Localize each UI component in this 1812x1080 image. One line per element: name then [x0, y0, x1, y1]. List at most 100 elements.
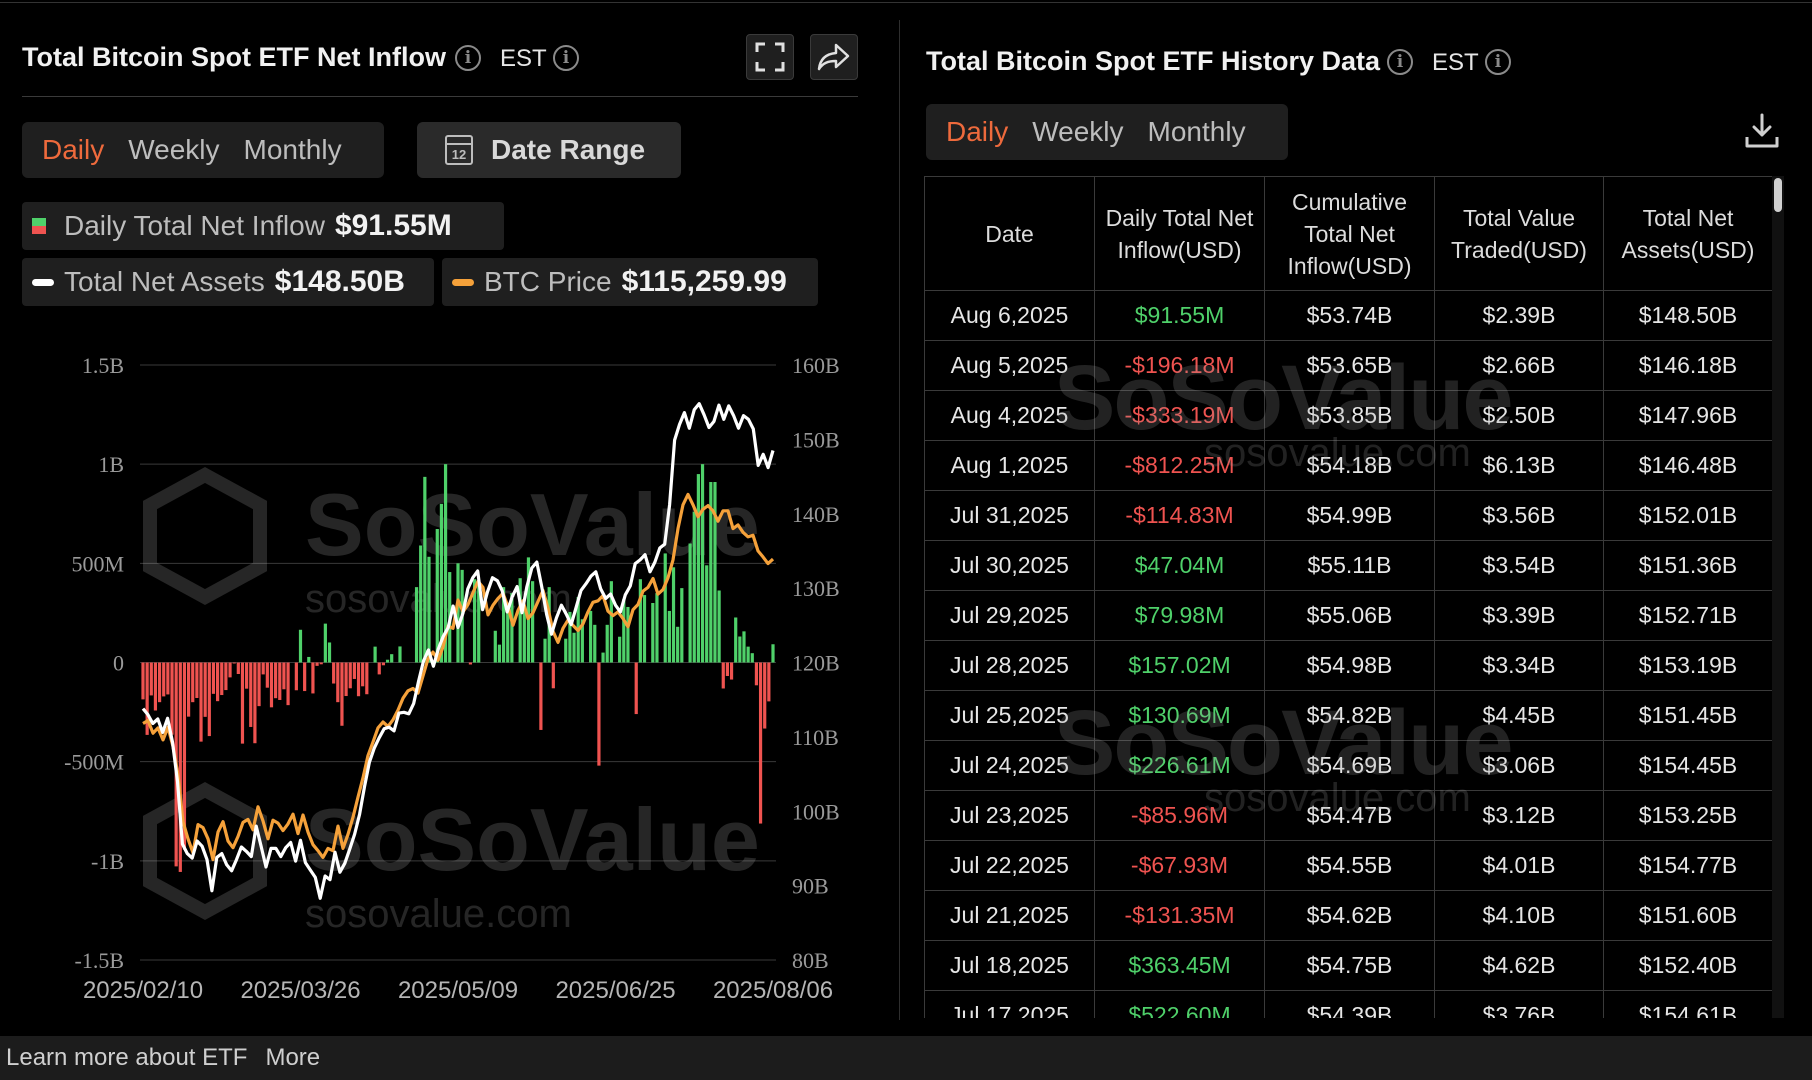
history-tab-weekly[interactable]: Weekly: [1032, 116, 1124, 147]
cell-date: Jul 17,2025: [924, 990, 1095, 1018]
cell-date: Jul 21,2025: [924, 890, 1095, 941]
inflow-bar: [166, 662, 170, 695]
fullscreen-icon: [755, 42, 785, 72]
table-row[interactable]: Jul 25,2025 $130.69M $54.82B $4.45B $151.45B: [924, 690, 1772, 741]
share-button[interactable]: [810, 34, 858, 80]
table-scroll-thumb[interactable]: [1774, 178, 1782, 212]
table-scrollbar[interactable]: [1772, 176, 1784, 1018]
history-timezone-info-icon[interactable]: i: [1485, 49, 1511, 75]
col-cumulative-inflow[interactable]: Cumulative Total Net Inflow(USD): [1264, 176, 1435, 291]
right-axis-tick-label: 130B: [792, 576, 840, 601]
inflow-bar: [477, 581, 481, 663]
col-daily-inflow[interactable]: Daily Total Net Inflow(USD): [1094, 176, 1265, 291]
daily-inflow-value: $91.55M: [334, 209, 452, 242]
table-row[interactable]: Aug 1,2025 -$812.25M $54.18B $6.13B $146.48B: [924, 440, 1772, 491]
learn-more-link[interactable]: Learn more about ETF: [6, 1044, 248, 1071]
cell-daily-inflow: $157.02M: [1094, 640, 1265, 691]
col-date[interactable]: Date: [924, 176, 1095, 291]
cell-date: Aug 5,2025: [924, 340, 1095, 391]
btc-price-legend-swatch: [452, 278, 474, 286]
inflow-bar: [390, 654, 394, 663]
date-range-label: Date Range: [491, 134, 646, 165]
cell-value-traded: $3.12B: [1434, 790, 1604, 841]
inflow-bar: [642, 595, 647, 663]
timezone-info-icon[interactable]: i: [553, 45, 579, 71]
inflow-bar: [655, 593, 659, 663]
inflow-bar: [332, 662, 336, 684]
cell-value-traded: $4.01B: [1434, 840, 1604, 891]
tab-weekly[interactable]: Weekly: [128, 134, 220, 165]
inflow-bar: [568, 611, 572, 663]
inflow-bar: [240, 662, 245, 744]
inflow-bar: [249, 662, 253, 727]
history-info-icon[interactable]: i: [1387, 49, 1413, 75]
table-row[interactable]: Jul 18,2025 $363.45M $54.75B $4.62B $152.40B: [924, 940, 1772, 991]
inflow-bar: [717, 590, 721, 663]
cell-daily-inflow: -$196.18M: [1094, 340, 1265, 391]
history-tab-daily[interactable]: Daily: [946, 116, 1009, 147]
table-row[interactable]: Jul 17,2025 $522.60M $54.39B $3.76B $154.61B: [924, 990, 1772, 1018]
table-header-row: Date Daily Total Net Inflow(USD) Cumulat…: [924, 176, 1772, 291]
table-row[interactable]: Jul 23,2025 -$85.96M $54.47B $3.12B $153.25B: [924, 790, 1772, 841]
right-axis-tick-label: 110B: [792, 725, 839, 750]
inflow-bar: [141, 662, 145, 700]
col-value-traded[interactable]: Total Value Traded(USD): [1434, 176, 1604, 291]
download-icon[interactable]: [1742, 111, 1782, 151]
history-table-container[interactable]: Date Daily Total Net Inflow(USD) Cumulat…: [924, 176, 1772, 1018]
inflow-bar: [381, 662, 385, 666]
inflow-bar: [423, 476, 427, 663]
table-row[interactable]: Jul 21,2025 -$131.35M $54.62B $4.10B $151.60…: [924, 890, 1772, 941]
cell-value-traded: $2.50B: [1434, 390, 1604, 441]
btc-price-line: [142, 492, 775, 862]
inflow-bar: [435, 529, 439, 663]
more-link[interactable]: More: [265, 1044, 321, 1071]
cell-daily-inflow: -$67.93M: [1094, 840, 1265, 891]
inflow-bar: [286, 662, 290, 706]
inflow-bar: [261, 662, 265, 675]
inflow-bar: [758, 662, 763, 824]
inflow-bar: [472, 579, 477, 663]
right-axis-tick-label: 150B: [792, 427, 840, 452]
inflow-bar: [348, 662, 352, 689]
footer-bar: Learn more about ETF More: [0, 1036, 1812, 1080]
table-row[interactable]: Jul 30,2025 $47.04M $55.11B $3.54B $151.36B: [924, 540, 1772, 591]
cell-date: Jul 29,2025: [924, 590, 1095, 641]
net-inflow-chart[interactable]: SoSoValuesosovalue.comSoSoValuesosovalue…: [0, 330, 880, 1010]
history-tab-monthly[interactable]: Monthly: [1147, 116, 1246, 147]
tab-daily[interactable]: Daily: [42, 134, 105, 165]
cell-daily-inflow: -$85.96M: [1094, 790, 1265, 841]
inflow-bar: [170, 662, 174, 735]
inflow-bar: [373, 646, 377, 663]
inflow-bar: [319, 662, 323, 665]
inflow-bar: [195, 662, 199, 699]
btc-price-value: $115,259.99: [621, 265, 787, 298]
table-row[interactable]: Aug 4,2025 -$333.19M $53.85B $2.50B $147.96B: [924, 390, 1772, 441]
inflow-bar: [709, 482, 713, 663]
inflow-bar: [149, 662, 153, 696]
tab-monthly[interactable]: Monthly: [243, 134, 342, 165]
cell-value-traded: $2.39B: [1434, 290, 1604, 341]
cell-net-assets: $154.77B: [1603, 840, 1772, 891]
inflow-bar: [767, 662, 771, 702]
table-row[interactable]: Jul 29,2025 $79.98M $55.06B $3.39B $152.71B: [924, 590, 1772, 641]
inflow-bar: [294, 662, 298, 691]
table-row[interactable]: Jul 22,2025 -$67.93M $54.55B $4.01B $154.77B: [924, 840, 1772, 891]
watermark-logo-icon: [143, 467, 267, 605]
inflow-bar: [506, 603, 510, 663]
table-row[interactable]: Aug 5,2025 -$196.18M $53.65B $2.66B $146.18B: [924, 340, 1772, 391]
inflow-bar: [754, 662, 759, 686]
table-row[interactable]: Aug 6,2025 $91.55M $53.74B $2.39B $148.50B: [924, 290, 1772, 341]
panel-divider: [899, 20, 900, 1020]
info-icon[interactable]: i: [455, 45, 481, 71]
col-net-assets[interactable]: Total Net Assets(USD): [1603, 176, 1772, 291]
cell-value-traded: $3.76B: [1434, 990, 1604, 1018]
date-range-button[interactable]: 12 Date Range: [417, 122, 681, 178]
right-axis-tick-label: 90B: [792, 874, 829, 899]
fullscreen-button[interactable]: [746, 34, 794, 80]
table-row[interactable]: Jul 31,2025 -$114.83M $54.99B $3.56B $152.01…: [924, 490, 1772, 541]
inflow-bar: [750, 653, 754, 663]
table-row[interactable]: Jul 24,2025 $226.61M $54.69B $3.06B $154.45B: [924, 740, 1772, 791]
table-row[interactable]: Jul 28,2025 $157.02M $54.98B $3.34B $153.19B: [924, 640, 1772, 691]
cell-cumulative-inflow: $53.65B: [1264, 340, 1435, 391]
net-inflow-panel: Total Bitcoin Spot ETF Net Inflow i EST …: [0, 0, 880, 1035]
